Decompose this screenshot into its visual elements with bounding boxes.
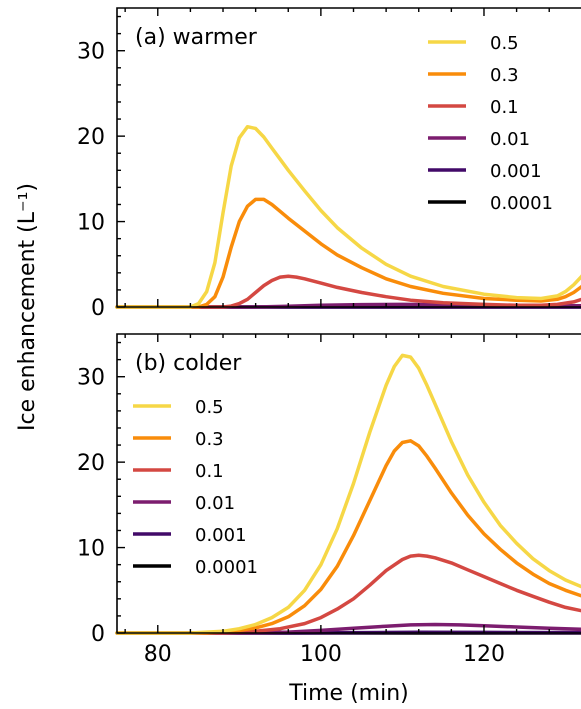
y-tick-label: 10 [77, 537, 105, 562]
legend-label-0.1: 0.1 [195, 461, 224, 482]
legend-label-0.0001: 0.0001 [195, 557, 258, 578]
x-axis-title: Time (min) [288, 681, 409, 706]
legend: 0.5 0.3 0.1 0.01 0.001 0.0001 [133, 397, 258, 578]
y-tick-label: 10 [77, 211, 105, 236]
series-lines [115, 124, 581, 309]
legend-label-0.3: 0.3 [195, 429, 224, 450]
y-tick-label: 30 [77, 40, 105, 65]
x-tick-label: 80 [144, 642, 172, 667]
series-line-0.1 [115, 553, 581, 635]
y-tick-label: 30 [77, 366, 105, 391]
series-line-0.1 [115, 274, 581, 309]
y-axis-title: Ice enhancement (L⁻¹) [15, 183, 40, 431]
series-line-0.3 [115, 197, 581, 309]
panel-label: (b) colder [135, 351, 242, 376]
y-tick-label: 0 [91, 296, 105, 321]
legend-label-0.1: 0.1 [490, 97, 519, 118]
legend-label-0.01: 0.01 [490, 129, 530, 150]
series-line-0.5 [115, 124, 581, 309]
legend-label-0.5: 0.5 [195, 397, 224, 418]
legend-label-0.001: 0.001 [195, 525, 247, 546]
legend-label-0.001: 0.001 [490, 161, 542, 182]
legend-label-0.0001: 0.0001 [490, 193, 553, 214]
legend-label-0.01: 0.01 [195, 493, 235, 514]
y-tick-label: 20 [77, 125, 105, 150]
x-tick-label: 100 [300, 642, 342, 667]
panel-label: (a) warmer [135, 25, 258, 50]
legend-label-0.5: 0.5 [490, 33, 519, 54]
series-line-0.5 [115, 353, 581, 635]
panel-a-warmer: 0 10 20 30 (a) warmer 0.5 0.3 0.1 0.01 0.001 0.000… [77, 7, 581, 321]
series-lines [115, 353, 581, 635]
y-tick-label: 20 [77, 451, 105, 476]
legend: 0.5 0.3 0.1 0.01 0.001 0.0001 [428, 33, 553, 214]
y-tick-label: 0 [91, 622, 105, 647]
x-tick-label: 120 [463, 642, 505, 667]
legend-label-0.3: 0.3 [490, 65, 519, 86]
series-line-0.3 [115, 439, 581, 635]
